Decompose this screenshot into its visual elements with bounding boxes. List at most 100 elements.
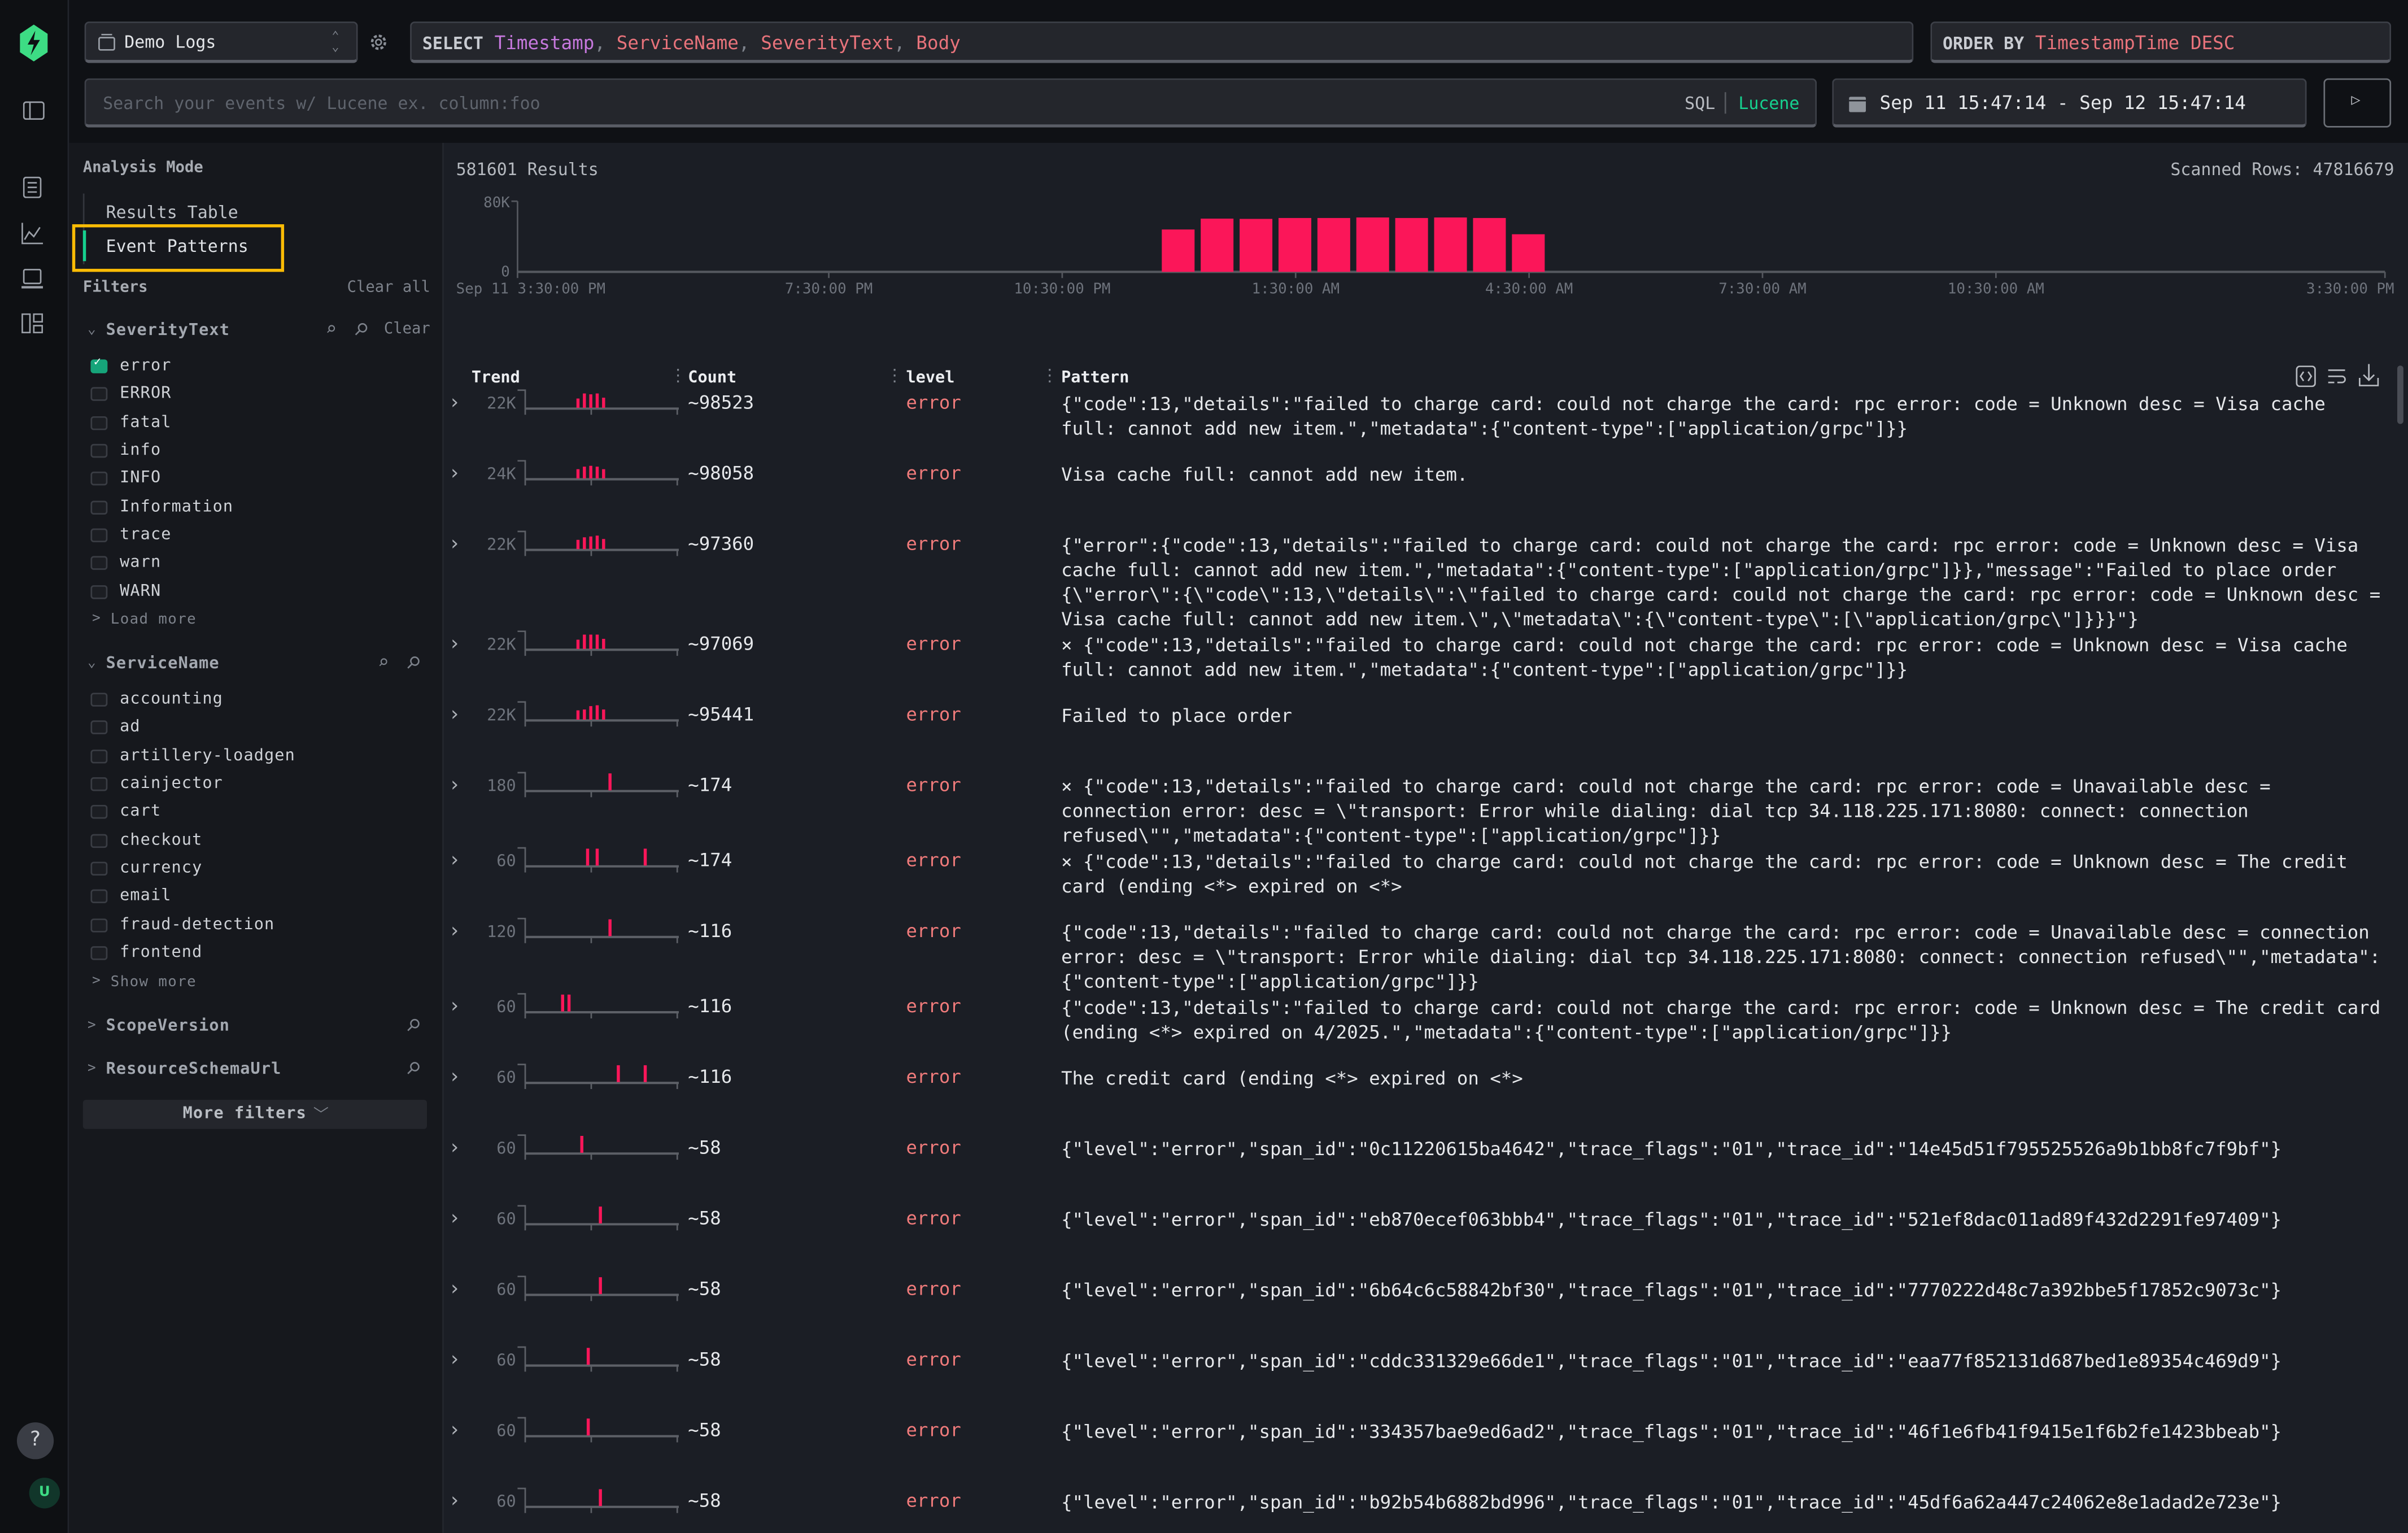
time-range-picker[interactable]: Sep 11 15:47:14 - Sep 12 15:47:14 [1832, 79, 2306, 128]
chevron-right-icon[interactable]: > [88, 1018, 96, 1034]
user-avatar[interactable]: U [29, 1478, 60, 1508]
column-resize-handle[interactable]: ⋮ [1041, 365, 1058, 385]
checkbox[interactable] [90, 500, 107, 514]
pattern-row[interactable]: ›60~116errorThe credit card (ending <*> … [444, 1066, 2394, 1127]
checkbox[interactable] [90, 777, 107, 791]
checkbox[interactable] [90, 693, 107, 706]
pattern-row[interactable]: ›60~58error{"level":"error","span_id":"e… [444, 1207, 2394, 1269]
chevron-right-icon[interactable]: > [88, 1061, 96, 1077]
app-logo-icon[interactable] [19, 25, 49, 62]
expand-row-chevron-icon[interactable]: › [448, 920, 460, 943]
pattern-row[interactable]: ›60~58error{"level":"error","span_id":"3… [444, 1419, 2394, 1481]
filter-option[interactable]: cart [90, 801, 421, 826]
search-input[interactable]: Search your events w/ Lucene ex. column:… [85, 79, 1817, 128]
mode-lucene-toggle[interactable]: Lucene [1738, 94, 1799, 114]
pattern-row[interactable]: ›24K~98058errorVisa cache full: cannot a… [444, 463, 2394, 524]
filter-option[interactable]: warn [90, 552, 421, 577]
chevron-down-icon[interactable]: ⌄ [88, 656, 96, 671]
column-header-count[interactable]: Count [688, 369, 736, 387]
chevron-down-icon[interactable]: ⌄ [88, 323, 96, 338]
column-header-trend[interactable]: Trend [472, 369, 520, 387]
expand-row-chevron-icon[interactable]: › [448, 850, 460, 873]
filter-group-title[interactable]: ScopeVersion [106, 1017, 230, 1035]
checkbox[interactable] [90, 416, 107, 429]
gear-icon[interactable] [369, 32, 389, 52]
checkbox[interactable] [90, 862, 107, 876]
load-more-button[interactable]: Load more [111, 612, 197, 629]
filter-option[interactable]: cainjector [90, 773, 421, 798]
filter-group-title[interactable]: ResourceSchemaUrl [106, 1060, 282, 1078]
checkbox[interactable] [90, 890, 107, 904]
filter-group-title[interactable]: ServiceName [106, 654, 220, 673]
filter-option[interactable]: ERROR [90, 383, 421, 408]
more-filters-button[interactable]: More filters ﹀ [83, 1100, 427, 1129]
code-icon[interactable] [2296, 365, 2316, 387]
mode-sql-toggle[interactable]: SQL [1685, 94, 1715, 114]
sidebar-toggle-icon[interactable] [23, 101, 45, 120]
filter-option[interactable]: artillery-loadgen [90, 744, 421, 769]
checkbox[interactable]: ✓ [90, 359, 107, 373]
filter-option[interactable]: INFO [90, 468, 421, 493]
filter-option[interactable]: ad [90, 716, 421, 741]
source-select[interactable]: Demo Logs ⌃⌄ [85, 21, 358, 63]
filter-option[interactable]: checkout [90, 829, 421, 854]
chart-icon[interactable] [21, 223, 43, 244]
expand-row-chevron-icon[interactable]: › [448, 1207, 460, 1230]
pattern-row[interactable]: ›60~58error{"level":"error","span_id":"c… [444, 1349, 2394, 1410]
expand-row-chevron-icon[interactable]: › [448, 703, 460, 726]
checkbox[interactable] [90, 529, 107, 542]
filter-option[interactable]: info [90, 439, 421, 464]
expand-row-chevron-icon[interactable]: › [448, 774, 460, 798]
checkbox[interactable] [90, 918, 107, 932]
pattern-row[interactable]: ›120~116error{"code":13,"details":"faile… [444, 920, 2394, 982]
expand-row-chevron-icon[interactable]: › [448, 463, 460, 486]
pattern-row[interactable]: ›60~174error× {"code":13,"details":"fail… [444, 850, 2394, 911]
expand-row-chevron-icon[interactable]: › [448, 995, 460, 1018]
expand-row-chevron-icon[interactable]: › [448, 1278, 460, 1301]
checkbox[interactable] [90, 749, 107, 763]
filter-option[interactable]: email [90, 886, 421, 911]
expand-row-chevron-icon[interactable]: › [448, 1490, 460, 1513]
checkbox[interactable] [90, 557, 107, 570]
pattern-row[interactable]: ›22K~95441errorFailed to place order [444, 703, 2394, 765]
column-header-level[interactable]: level [906, 369, 954, 387]
filter-option[interactable]: Information [90, 496, 421, 521]
filter-option[interactable]: ✓error [90, 355, 421, 380]
pattern-row[interactable]: ›60~58error{"level":"error","span_id":"b… [444, 1490, 2394, 1533]
select-input[interactable]: SELECT Timestamp, ServiceName, SeverityT… [410, 21, 1913, 63]
search-icon[interactable]: ⌕ [326, 318, 337, 339]
histogram-chart[interactable]: 80K0Sep 11 3:30:00 PM7:30:00 PM10:30:00 … [444, 184, 2408, 307]
order-by-input[interactable]: ORDER BY TimestampTime DESC [1930, 21, 2391, 63]
help-button[interactable]: ? [17, 1422, 54, 1459]
expand-row-chevron-icon[interactable]: › [448, 391, 460, 415]
scrollbar-thumb[interactable] [2397, 365, 2403, 424]
pattern-row[interactable]: ›60~58error{"level":"error","span_id":"0… [444, 1136, 2394, 1198]
mode-results-table[interactable]: Results Table [106, 203, 238, 223]
checkbox[interactable] [90, 472, 107, 486]
filter-option[interactable]: currency [90, 857, 421, 882]
expand-row-chevron-icon[interactable]: › [448, 1136, 460, 1160]
filter-group-title[interactable]: SeverityText [106, 321, 230, 339]
laptop-icon[interactable] [21, 269, 43, 289]
column-header-pattern[interactable]: Pattern [1061, 369, 1129, 387]
checkbox[interactable] [90, 444, 107, 458]
column-resize-handle[interactable]: ⋮ [886, 365, 903, 385]
filter-option[interactable]: accounting [90, 688, 421, 713]
filter-option[interactable]: fraud-detection [90, 913, 421, 938]
pattern-row[interactable]: ›22K~98523error{"code":13,"details":"fai… [444, 391, 2394, 453]
pattern-row[interactable]: ›60~116error{"code":13,"details":"failed… [444, 995, 2394, 1057]
load-more-button[interactable]: Show more [111, 973, 197, 990]
filter-option[interactable]: frontend [90, 942, 421, 966]
expand-row-chevron-icon[interactable]: › [448, 533, 460, 556]
pattern-row[interactable]: ›22K~97360error{"error":{"code":13,"deta… [444, 533, 2394, 595]
checkbox[interactable] [90, 387, 107, 401]
search-icon[interactable]: ⌕ [378, 651, 389, 673]
expand-row-chevron-icon[interactable]: › [448, 1349, 460, 1372]
filter-option[interactable]: trace [90, 524, 421, 549]
filter-option[interactable]: fatal [90, 411, 421, 436]
expand-row-chevron-icon[interactable]: › [448, 1419, 460, 1443]
expand-row-chevron-icon[interactable]: › [448, 633, 460, 656]
pattern-row[interactable]: ›180~174error× {"code":13,"details":"fai… [444, 774, 2394, 836]
dashboard-icon[interactable] [21, 313, 43, 333]
checkbox[interactable] [90, 947, 107, 960]
